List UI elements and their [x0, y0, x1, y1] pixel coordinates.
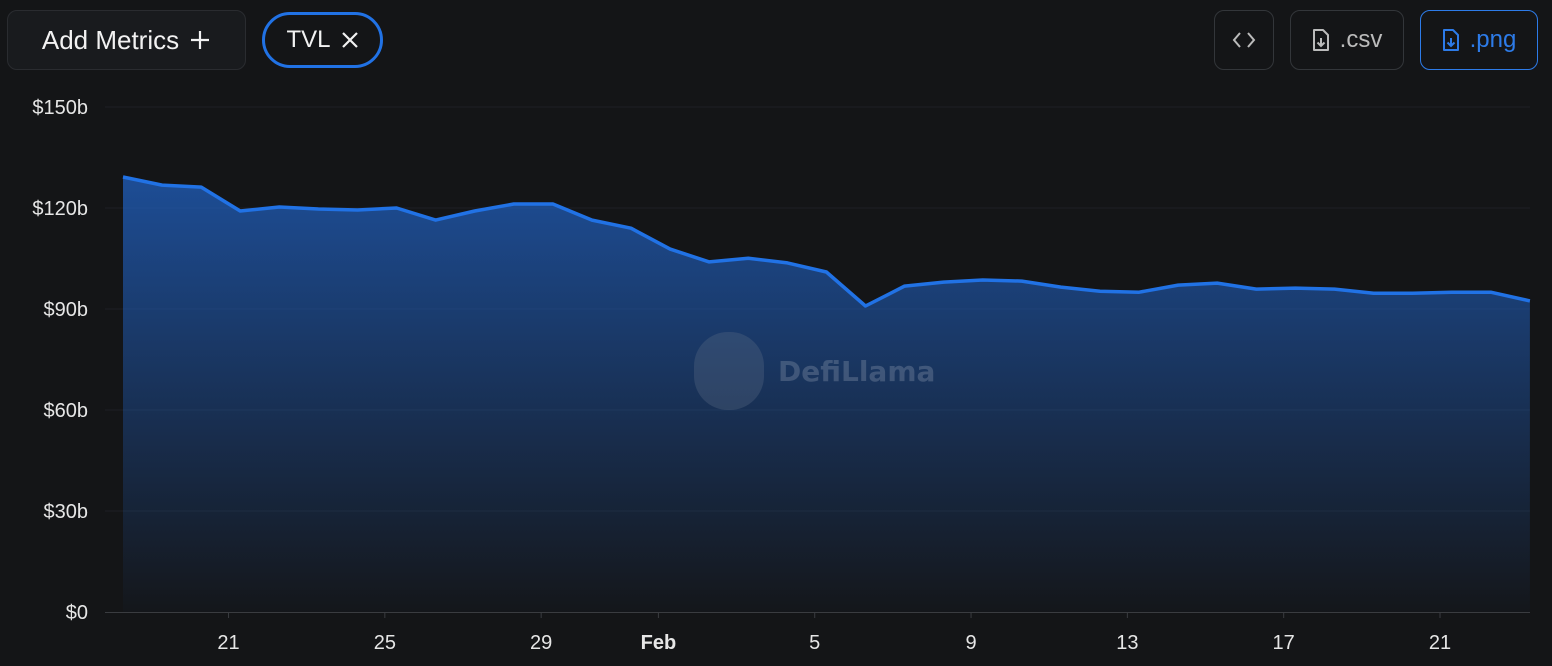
y-tick-label: $90b	[44, 299, 89, 321]
data-point	[395, 206, 399, 210]
watermark: DefiLlama	[694, 332, 935, 410]
x-tick-label: 17	[1273, 632, 1295, 654]
x-tick-label: 21	[217, 632, 239, 654]
x-tick-label: 21	[1429, 632, 1451, 654]
download-png-button[interactable]: .png	[1420, 10, 1538, 70]
data-point	[1020, 279, 1024, 283]
png-label: .png	[1469, 26, 1517, 53]
add-metrics-button[interactable]: Add Metrics	[7, 10, 246, 70]
csv-label: .csv	[1339, 26, 1383, 53]
data-point	[1489, 290, 1493, 294]
x-tick-label: Feb	[641, 632, 677, 654]
data-point	[668, 247, 672, 251]
data-point	[1450, 290, 1454, 294]
data-point	[785, 261, 789, 265]
data-point	[746, 256, 750, 260]
y-tick-label: $0	[66, 602, 88, 624]
data-point	[1254, 287, 1258, 291]
y-tick-label: $60b	[44, 400, 89, 422]
y-tick-label: $30b	[44, 501, 89, 523]
data-point	[1137, 290, 1141, 294]
x-tick-label: 5	[809, 632, 820, 654]
data-point	[590, 218, 594, 222]
x-tick-label: 9	[965, 632, 976, 654]
metric-chip-tvl[interactable]: TVL	[262, 12, 383, 68]
data-point	[864, 304, 868, 308]
data-point	[1411, 291, 1415, 295]
data-point	[981, 278, 985, 282]
file-download-icon	[1312, 29, 1329, 51]
data-point	[1176, 283, 1180, 287]
download-csv-button[interactable]: .csv	[1290, 10, 1404, 70]
data-point	[316, 207, 320, 211]
close-icon[interactable]	[341, 31, 359, 49]
data-point	[1059, 285, 1063, 289]
add-metrics-label: Add Metrics	[41, 24, 180, 55]
x-tick-label: 13	[1116, 632, 1138, 654]
data-point	[277, 205, 281, 209]
code-icon	[1232, 32, 1256, 48]
data-point	[199, 185, 203, 189]
data-point	[707, 260, 711, 264]
tvl-area	[123, 177, 1530, 612]
data-point	[238, 209, 242, 213]
tvl-line	[122, 175, 1531, 308]
data-point	[473, 209, 477, 213]
data-point	[903, 284, 907, 288]
embed-code-button[interactable]	[1214, 10, 1274, 70]
data-point	[1293, 286, 1297, 290]
data-point	[1372, 291, 1376, 295]
data-point	[121, 175, 125, 179]
x-tick-label: 25	[374, 632, 396, 654]
data-point	[942, 280, 946, 284]
data-point	[629, 226, 633, 230]
data-point	[160, 183, 164, 187]
data-point	[1215, 281, 1219, 285]
y-tick-label: $150b	[32, 97, 88, 119]
y-tick-label: $120b	[32, 198, 88, 220]
metric-chip-label: TVL	[286, 26, 331, 53]
data-point	[551, 202, 555, 206]
x-tick-label: 29	[530, 632, 552, 654]
data-point	[1332, 287, 1336, 291]
plus-icon	[191, 31, 210, 49]
data-point	[512, 202, 516, 206]
file-download-icon	[1442, 29, 1459, 51]
data-point	[1098, 289, 1102, 293]
data-point	[1528, 299, 1532, 303]
watermark-text: DefiLlama	[778, 355, 935, 388]
data-point	[434, 218, 438, 222]
data-point	[355, 208, 359, 212]
data-point	[824, 270, 828, 274]
